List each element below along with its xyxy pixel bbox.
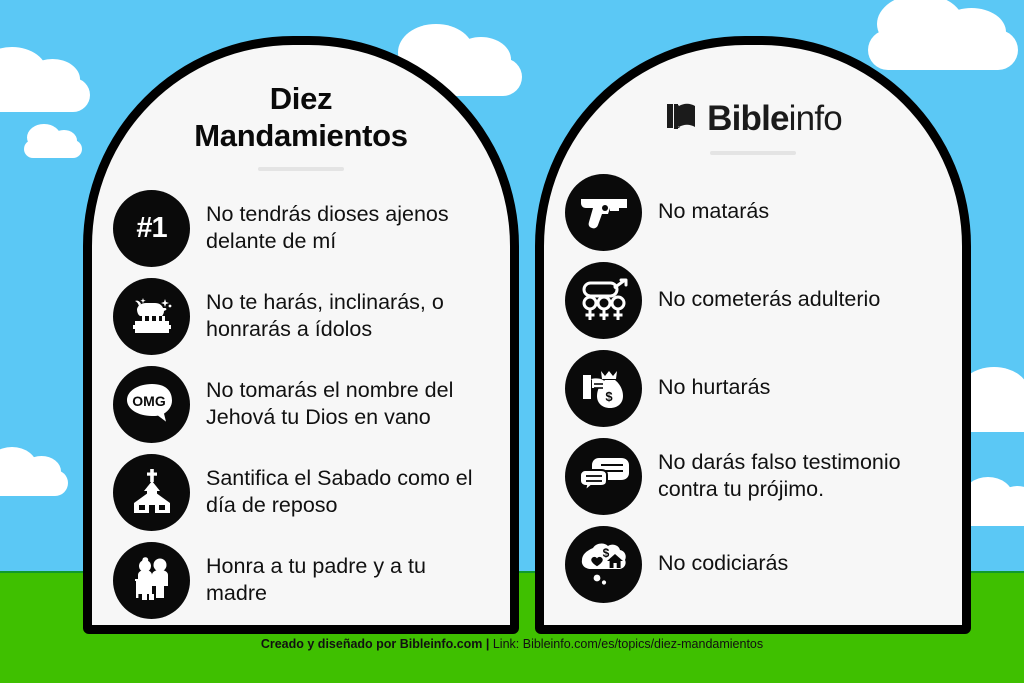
footer-credit-text: Creado y diseñado por Bibleinfo.com bbox=[260, 637, 483, 651]
list-item[interactable]: OMG No tomarás el nombre del Jehová tu D… bbox=[113, 360, 492, 448]
header-divider bbox=[258, 167, 344, 172]
list-item[interactable]: No cometerás adulterio bbox=[565, 256, 944, 344]
cloud-icon bbox=[390, 23, 522, 96]
page-title: Diez Mandamientos bbox=[92, 81, 510, 154]
left-tablet-header: Diez Mandamientos bbox=[92, 45, 510, 172]
commandment-text: No tomarás el nombre del Jehová tu Dios … bbox=[206, 378, 454, 430]
right-stone-tablet: Bibleinfo No matarás bbox=[535, 36, 971, 634]
two-speech-bubbles-icon bbox=[565, 437, 642, 515]
brand-bold: Bible bbox=[707, 99, 789, 138]
svg-text:$: $ bbox=[605, 389, 613, 404]
golden-calf-idol-icon bbox=[113, 277, 190, 355]
commandment-text: No te harás, inclinarás, o honrarás a íd… bbox=[206, 290, 444, 342]
number-one-icon: #1 bbox=[113, 189, 190, 267]
commandment-text: Santifica el Sabado como el día de repos… bbox=[206, 466, 473, 518]
list-item[interactable]: No darás falso testimonio contra tu prój… bbox=[565, 432, 944, 520]
money-bag-grab-icon: $ bbox=[565, 349, 642, 427]
cloud-icon bbox=[24, 123, 82, 158]
left-stone-tablet: Diez Mandamientos #1 No tendrás dioses a… bbox=[83, 36, 519, 634]
commandment-text: Honra a tu padre y a tu madre bbox=[206, 554, 426, 606]
commandment-text: No tendrás dioses ajenos delante de mí bbox=[206, 202, 449, 254]
svg-text:OMG: OMG bbox=[132, 393, 166, 409]
header-divider bbox=[710, 151, 796, 155]
covet-thought-cloud-icon: $ bbox=[565, 525, 642, 603]
commandment-text: No darás falso testimonio contra tu prój… bbox=[658, 449, 901, 501]
badge-number: #1 bbox=[136, 211, 167, 244]
brand-light: info bbox=[788, 99, 843, 138]
right-tablet-header: Bibleinfo bbox=[544, 45, 962, 155]
svg-text:$: $ bbox=[602, 546, 609, 560]
footer-link[interactable]: Link: Bibleinfo.com/es/topics/diez-manda… bbox=[492, 637, 764, 651]
list-item[interactable]: Santifica el Sabado como el día de repos… bbox=[113, 448, 492, 536]
title-line-1: Diez bbox=[269, 81, 333, 116]
cloud-icon bbox=[0, 446, 68, 496]
bibleinfo-logo[interactable]: Bibleinfo bbox=[544, 81, 962, 138]
handgun-icon bbox=[565, 173, 642, 251]
right-commandment-list: No matarás bbox=[544, 155, 962, 625]
family-parents-icon bbox=[113, 541, 190, 619]
cloud-icon bbox=[868, 0, 1018, 70]
omg-speech-bubble-icon: OMG bbox=[113, 365, 190, 443]
footer-separator: | bbox=[482, 637, 493, 651]
list-item[interactable]: No te harás, inclinarás, o honrarás a íd… bbox=[113, 272, 492, 360]
list-item[interactable]: #1 No tendrás dioses ajenos delante de m… bbox=[113, 184, 492, 272]
left-commandment-list: #1 No tendrás dioses ajenos delante de m… bbox=[92, 171, 510, 634]
church-icon bbox=[113, 453, 190, 531]
commandment-text: No codiciarás bbox=[658, 551, 789, 576]
cloud-icon bbox=[0, 47, 90, 112]
open-book-icon bbox=[664, 99, 698, 138]
commandment-text: No matarás bbox=[658, 199, 770, 224]
list-item[interactable]: No matarás bbox=[565, 168, 944, 256]
list-item[interactable]: Honra a tu padre y a tu madre bbox=[113, 536, 492, 624]
list-item[interactable]: $ No hurtarás bbox=[565, 344, 944, 432]
commandment-text: No hurtarás bbox=[658, 375, 771, 400]
commandment-text: No cometerás adulterio bbox=[658, 287, 881, 312]
gender-symbols-icon bbox=[565, 261, 642, 339]
list-item[interactable]: $ No codiciarás bbox=[565, 520, 944, 608]
footer-credit: Creado y diseñado por Bibleinfo.com | Li… bbox=[0, 637, 1024, 652]
brand-wordmark: Bibleinfo bbox=[707, 99, 843, 138]
title-line-2: Mandamientos bbox=[194, 117, 408, 153]
